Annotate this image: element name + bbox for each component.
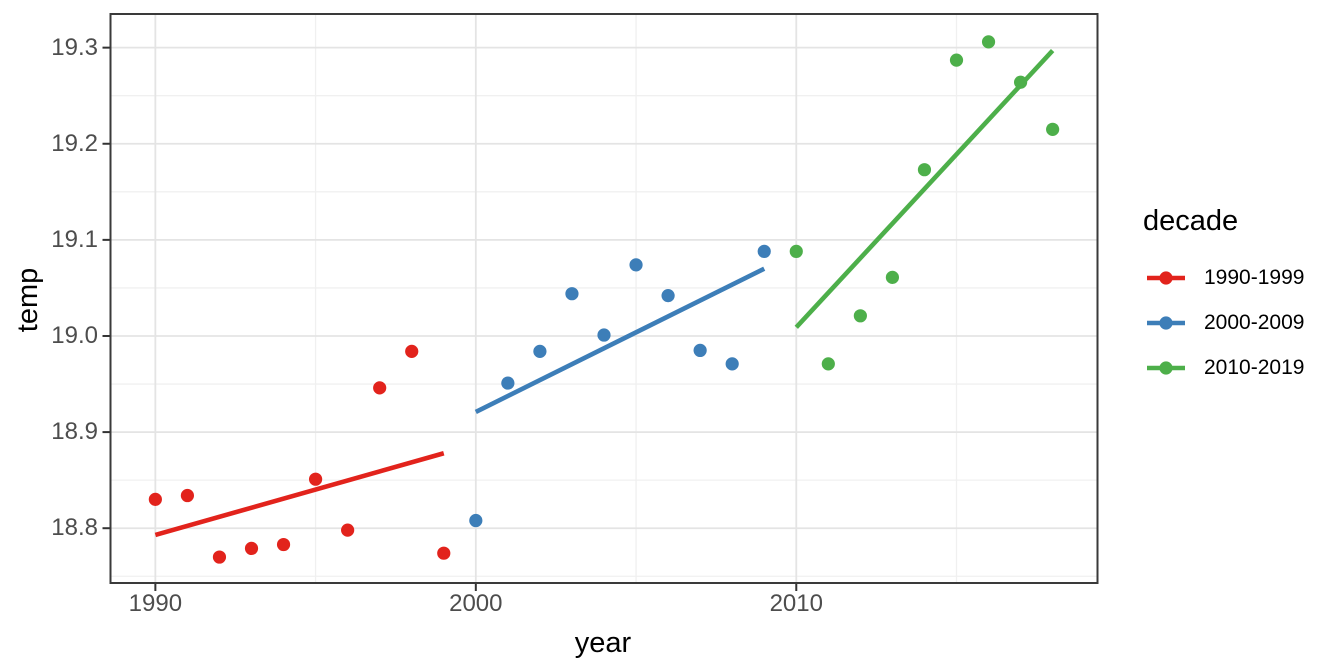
data-point <box>373 381 387 395</box>
legend-key-dot <box>1159 315 1173 330</box>
data-point <box>180 488 195 503</box>
data-point <box>533 344 547 358</box>
legend-key-icon <box>1147 360 1185 375</box>
data-point <box>853 309 867 323</box>
data-point <box>148 492 162 506</box>
y-tick-label: 19.1 <box>51 225 98 253</box>
y-tick-label: 18.9 <box>51 418 98 446</box>
legend-item: 1990-1999 <box>1143 255 1304 300</box>
x-axis-title: year <box>574 627 632 659</box>
data-point <box>501 376 515 390</box>
y-tick-label: 19.2 <box>51 129 98 157</box>
legend-item: 2000-2009 <box>1143 300 1304 345</box>
data-point <box>757 244 771 259</box>
data-point <box>725 357 739 371</box>
data-point <box>661 289 675 303</box>
legend-rows: 1990-1999 2000-2009 2010-2019 <box>1143 255 1304 390</box>
data-point <box>244 541 259 555</box>
trend-line <box>794 48 1055 329</box>
legend: decade 1990-1999 2000-2009 2010-2019 <box>1143 206 1304 390</box>
data-point <box>1046 122 1060 136</box>
legend-key-dot <box>1159 270 1173 285</box>
data-point <box>276 537 291 552</box>
y-tick-label: 19.3 <box>51 33 98 61</box>
legend-key-icon <box>1147 315 1185 330</box>
data-point <box>597 328 611 342</box>
data-point <box>341 523 355 537</box>
data-point <box>949 53 964 67</box>
legend-item-label: 2010-2019 <box>1204 355 1305 379</box>
data-point <box>885 270 900 284</box>
data-point <box>821 357 835 371</box>
data-point <box>693 343 707 358</box>
data-point <box>565 287 579 301</box>
legend-item-label: 2000-2009 <box>1204 310 1305 334</box>
data-point <box>405 344 419 358</box>
data-point <box>212 550 227 564</box>
legend-item: 2010-2019 <box>1143 345 1304 390</box>
data-point <box>629 258 643 272</box>
data-point <box>789 244 803 259</box>
legend-key-icon <box>1147 270 1185 285</box>
x-tick-label: 1990 <box>128 590 183 617</box>
x-tick-label: 2010 <box>769 590 823 617</box>
data-point <box>437 546 451 560</box>
legend-key-dot <box>1159 360 1173 375</box>
data-point <box>308 472 323 486</box>
legend-title: decade <box>1143 205 1239 237</box>
data-point <box>981 35 996 49</box>
data-point <box>917 163 932 177</box>
panel-border <box>109 13 1099 584</box>
trend-line <box>154 451 445 538</box>
y-tick-label: 19.0 <box>51 321 98 349</box>
y-axis-title: temp <box>12 267 44 333</box>
trend-line <box>474 266 766 414</box>
x-tick-label: 2000 <box>449 590 503 617</box>
legend-item-label: 1990-1999 <box>1204 265 1305 289</box>
data-point <box>469 513 483 528</box>
y-tick-label: 18.8 <box>51 514 98 542</box>
